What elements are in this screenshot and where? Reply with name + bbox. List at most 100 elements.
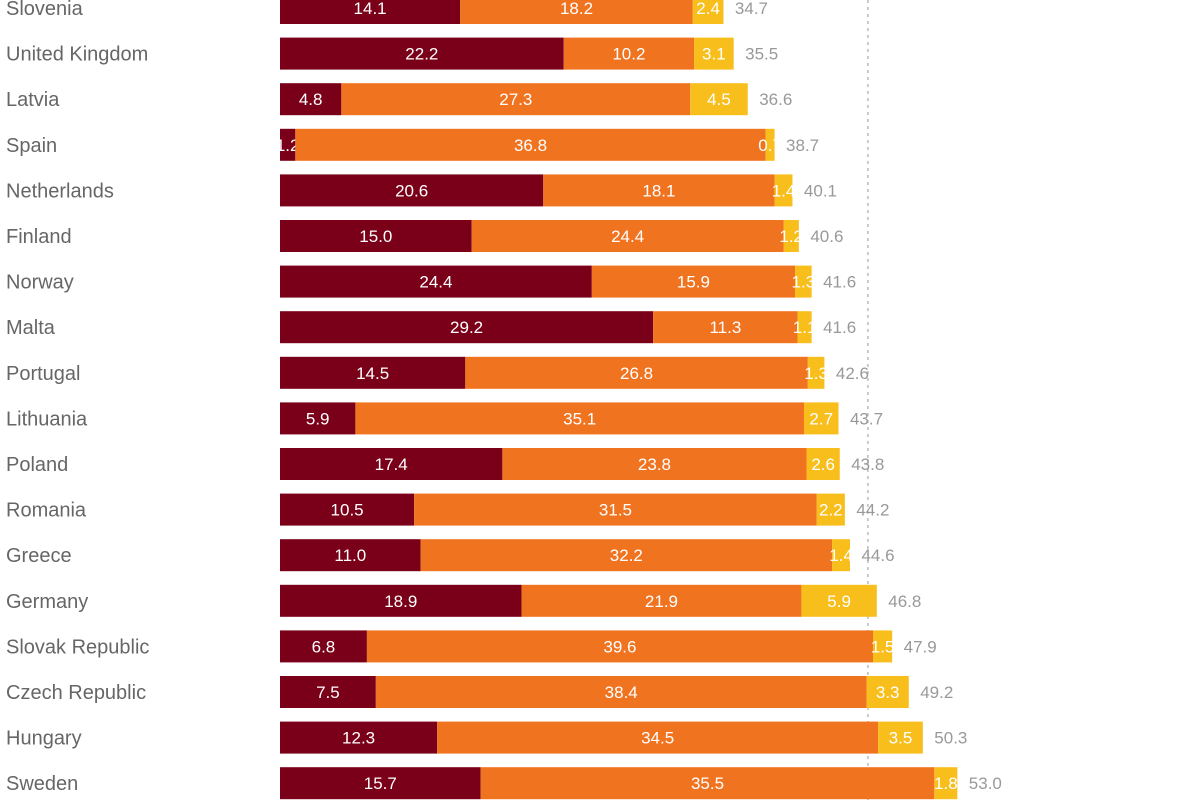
segment-value-label: 6.8	[312, 637, 336, 656]
total-value-label: 35.5	[745, 45, 778, 64]
segment-value-label: 11.0	[334, 546, 366, 565]
series-1-bar	[414, 493, 817, 526]
series-0-bar	[280, 493, 415, 526]
category-label: Hungary	[6, 728, 82, 750]
series-2-bar	[694, 37, 734, 70]
series-2-bar	[934, 767, 958, 800]
bar-row: United Kingdom 22.2 10.2 3.1 35.5	[6, 37, 778, 70]
total-value-label: 41.6	[823, 318, 856, 337]
segment-value-label: 24.4	[611, 227, 644, 246]
series-1-bar	[465, 356, 808, 389]
total-value-label: 50.3	[934, 729, 967, 748]
bar-row: Greece 11.0 32.2 1.4 44.6	[6, 539, 895, 572]
bar-row: Slovak Republic 6.8 39.6 1.5 47.9	[6, 630, 937, 663]
series-2-bar	[807, 356, 825, 389]
segment-value-label: 4.5	[707, 90, 731, 109]
series-2-bar	[878, 721, 923, 754]
bar-row: Czech Republic 7.5 38.4 3.3 49.2	[6, 676, 953, 708]
segment-value-label: 7.5	[316, 683, 340, 702]
series-1-bar	[543, 174, 775, 207]
bar-row: Hungary 12.3 34.5 3.5 50.3	[6, 721, 967, 754]
segment-value-label: 38.4	[605, 683, 638, 702]
category-label: Sweden	[6, 773, 78, 795]
segment-value-label: 26.8	[620, 364, 653, 383]
segment-value-label: 1.3	[804, 364, 828, 383]
category-label: Lithuania	[6, 408, 88, 430]
segment-value-label: 18.2	[560, 0, 593, 18]
series-1-bar	[471, 220, 784, 252]
segment-value-label: 1.2	[276, 136, 300, 155]
segment-value-label: 21.9	[645, 592, 678, 611]
series-0-bar	[280, 721, 438, 754]
category-label: Finland	[6, 226, 72, 248]
segment-value-label: 35.5	[691, 774, 724, 793]
segment-value-label: 2.7	[809, 409, 833, 428]
segment-value-label: 1.2	[779, 227, 803, 246]
series-0-bar	[280, 448, 503, 480]
segment-value-label: 3.5	[889, 729, 913, 748]
segment-value-label: 15.0	[359, 227, 392, 246]
series-0-bar	[280, 0, 461, 24]
category-label: Spain	[6, 135, 57, 157]
segment-value-label: 3.1	[702, 45, 726, 64]
segment-value-label: 32.2	[610, 546, 643, 565]
bar-row: Malta 29.2 11.3 1.1 41.6	[6, 311, 856, 344]
total-value-label: 44.6	[861, 546, 894, 565]
total-value-label: 34.7	[735, 0, 768, 18]
series-2-bar	[783, 220, 799, 252]
series-0-bar	[280, 265, 592, 298]
segment-value-label: 1.1	[793, 318, 817, 337]
segment-value-label: 1.4	[772, 181, 796, 200]
series-2-bar	[816, 493, 845, 526]
total-value-label: 42.6	[836, 364, 869, 383]
series-0-bar	[280, 220, 472, 252]
series-1-bar	[521, 584, 802, 617]
series-1-bar	[502, 448, 807, 480]
segment-value-label: 4.8	[299, 90, 323, 109]
segment-value-label: 14.1	[354, 0, 387, 18]
series-2-bar	[765, 128, 775, 161]
segment-value-label: 27.3	[499, 90, 532, 109]
segment-value-label: 2.6	[811, 455, 835, 474]
segment-value-label: 2.2	[819, 501, 843, 520]
segment-value-label: 10.2	[612, 45, 645, 64]
series-2-bar	[774, 174, 793, 207]
segment-value-label: 22.2	[405, 45, 438, 64]
segment-value-label: 1.3	[792, 273, 816, 292]
series-1-bar	[437, 721, 879, 754]
segment-value-label: 5.9	[827, 592, 851, 611]
total-value-label: 40.6	[810, 227, 843, 246]
segment-value-label: 1.4	[829, 546, 853, 565]
segment-value-label: 0.7	[758, 136, 782, 155]
segment-value-label: 39.6	[603, 637, 636, 656]
series-1-bar	[375, 676, 867, 708]
series-2-bar	[866, 676, 909, 708]
segment-value-label: 20.6	[395, 181, 428, 200]
series-0-bar	[280, 37, 564, 70]
category-label: Germany	[6, 591, 88, 613]
category-label: Poland	[6, 454, 68, 476]
bar-row: Germany 18.9 21.9 5.9 46.8	[6, 584, 921, 617]
category-label: Latvia	[6, 89, 60, 111]
series-0-bar	[280, 630, 367, 663]
segment-value-label: 12.3	[342, 729, 375, 748]
total-value-label: 49.2	[920, 683, 953, 702]
segment-value-label: 23.8	[638, 455, 671, 474]
bar-row: Poland 17.4 23.8 2.6 43.8	[6, 448, 884, 480]
total-value-label: 43.8	[851, 455, 884, 474]
bar-row: Slovenia 14.1 18.2 2.4 34.7	[6, 0, 768, 24]
segment-value-label: 24.4	[419, 273, 452, 292]
bar-row: Portugal 14.5 26.8 1.3 42.6	[6, 356, 869, 389]
series-0-bar	[280, 128, 296, 161]
segment-value-label: 35.1	[563, 409, 596, 428]
total-value-label: 47.9	[904, 637, 937, 656]
series-2-bar	[832, 539, 850, 572]
series-2-bar	[692, 0, 724, 24]
total-value-label: 46.8	[888, 592, 921, 611]
bar-row: Finland 15.0 24.4 1.2 40.6	[6, 220, 843, 252]
bar-row: Norway 24.4 15.9 1.3 41.6	[6, 265, 856, 298]
category-label: Greece	[6, 545, 72, 567]
series-1-bar	[460, 0, 693, 24]
total-value-label: 36.6	[759, 90, 792, 109]
category-label: Portugal	[6, 363, 81, 385]
